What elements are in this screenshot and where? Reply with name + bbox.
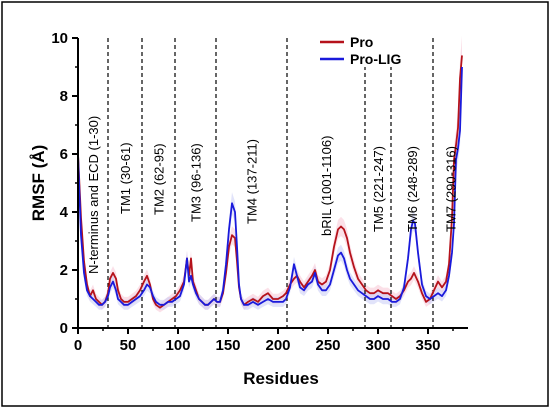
legend-label-0: Pro bbox=[350, 34, 373, 50]
x-tick-label-100: 100 bbox=[165, 337, 190, 354]
x-axis-title: Residues bbox=[243, 369, 319, 388]
y-tick-label-4: 4 bbox=[60, 204, 69, 221]
x-tick-label-350: 350 bbox=[415, 337, 440, 354]
band-1 bbox=[78, 47, 462, 310]
region-label-8: TM7 (290-316) bbox=[444, 146, 459, 232]
series-lines bbox=[77, 55, 463, 309]
x-tick-label-250: 250 bbox=[315, 337, 340, 354]
x-tick-label-0: 0 bbox=[74, 337, 82, 354]
region-label-3: TM3 (96-136) bbox=[189, 143, 204, 222]
series-line-pro-lig bbox=[77, 66, 463, 306]
axes: 0 50 100 150 200 250 300 350 0 2 4 6 8 10 bbox=[51, 30, 468, 354]
region-label-6: TM5 (221-247) bbox=[371, 146, 386, 232]
y-tick-label-8: 8 bbox=[60, 88, 68, 105]
x-tick-label-300: 300 bbox=[365, 337, 390, 354]
region-label-0: N-terminus and ECD (1-30) bbox=[86, 116, 101, 274]
y-axis-title: RMSF (Å) bbox=[29, 145, 48, 221]
y-tick-label-10: 10 bbox=[51, 30, 68, 47]
y-tick-label-6: 6 bbox=[60, 146, 68, 163]
region-boundaries bbox=[107, 38, 434, 328]
legend-label-1: Pro-LIG bbox=[350, 51, 401, 67]
region-label-2: TM2 (62-95) bbox=[152, 143, 167, 215]
x-tick-label-150: 150 bbox=[215, 337, 240, 354]
legend-bg-0 bbox=[318, 35, 402, 50]
region-label-4: TM4 (137-211) bbox=[245, 139, 260, 224]
y-tick-label-0: 0 bbox=[60, 320, 68, 337]
region-label-7: TM6 (248-289) bbox=[405, 146, 420, 232]
region-label-1: TM1 (30-61) bbox=[118, 142, 133, 214]
x-tick-label-200: 200 bbox=[265, 337, 290, 354]
legend-bg-1 bbox=[318, 52, 402, 67]
y-tick-label-2: 2 bbox=[60, 262, 68, 279]
x-tick-label-50: 50 bbox=[120, 337, 137, 354]
region-label-5: bRIL (1001-1106) bbox=[319, 136, 334, 236]
outer-border bbox=[1, 1, 549, 407]
region-labels: N-terminus and ECD (1-30) TM1 (30-61) TM2 … bbox=[86, 116, 459, 274]
